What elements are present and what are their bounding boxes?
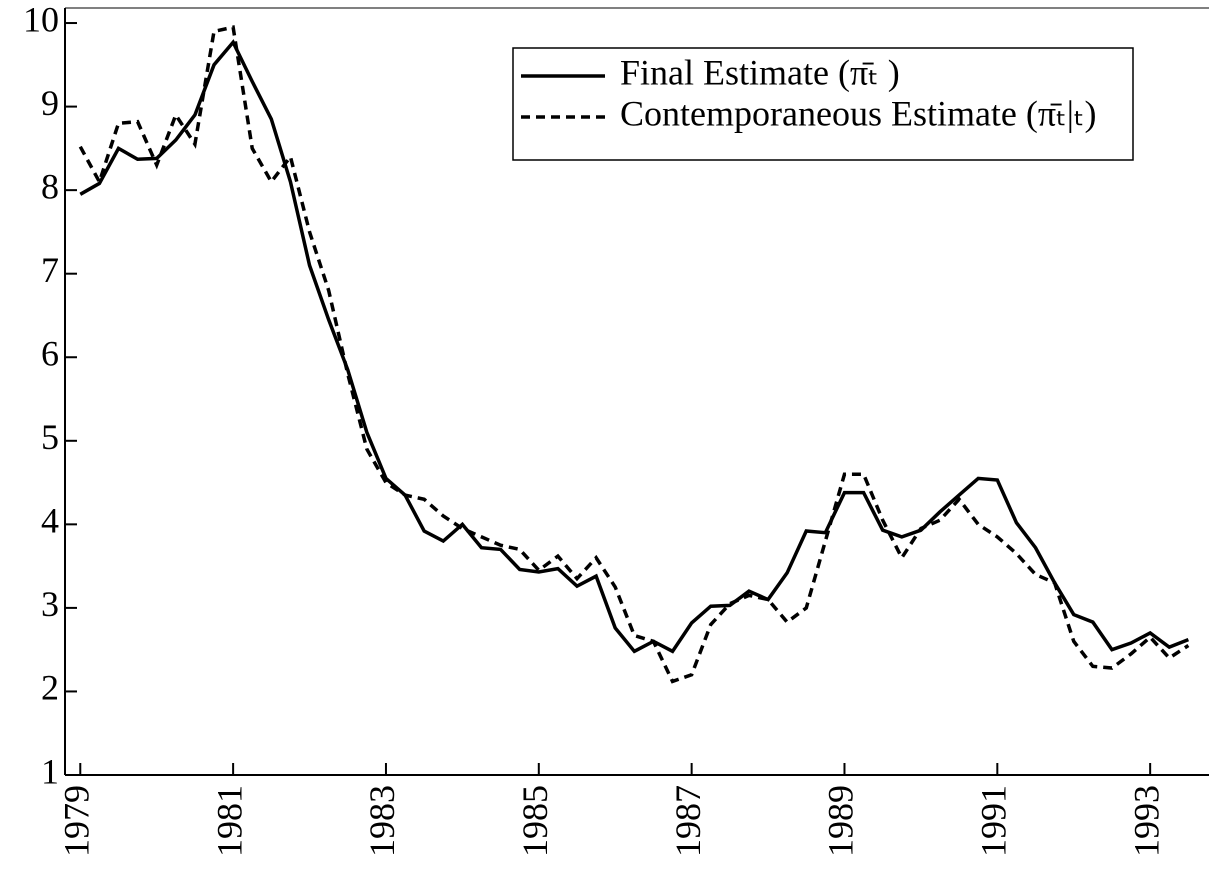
y-tick-label: 6 xyxy=(41,334,59,374)
x-tick-label: 1981 xyxy=(209,785,249,857)
y-tick-label: 7 xyxy=(41,250,59,290)
y-tick-label: 5 xyxy=(41,417,59,457)
x-tick-label: 1983 xyxy=(362,785,402,857)
legend-label: Final Estimate (π̄ₜ ) xyxy=(620,52,900,92)
y-tick-label: 1 xyxy=(41,751,59,791)
x-tick-label: 1979 xyxy=(57,785,97,857)
legend-box xyxy=(512,47,1134,161)
legend-label: Contemporaneous Estimate (π̄ₜ|ₜ) xyxy=(620,93,1097,133)
x-tick-label: 1989 xyxy=(821,785,861,857)
series-line xyxy=(79,39,1190,654)
x-tick-label: 1991 xyxy=(974,785,1014,857)
y-tick-label: 9 xyxy=(41,83,59,123)
y-tick-label: 10 xyxy=(23,0,59,39)
y-tick-label: 3 xyxy=(41,584,59,624)
y-tick-label: 4 xyxy=(41,501,59,541)
y-tick-label: 8 xyxy=(41,166,59,206)
x-tick-label: 1987 xyxy=(668,785,708,857)
y-tick-label: 2 xyxy=(41,668,59,708)
x-tick-label: 1985 xyxy=(515,785,555,857)
x-tick-label: 1993 xyxy=(1126,785,1166,857)
